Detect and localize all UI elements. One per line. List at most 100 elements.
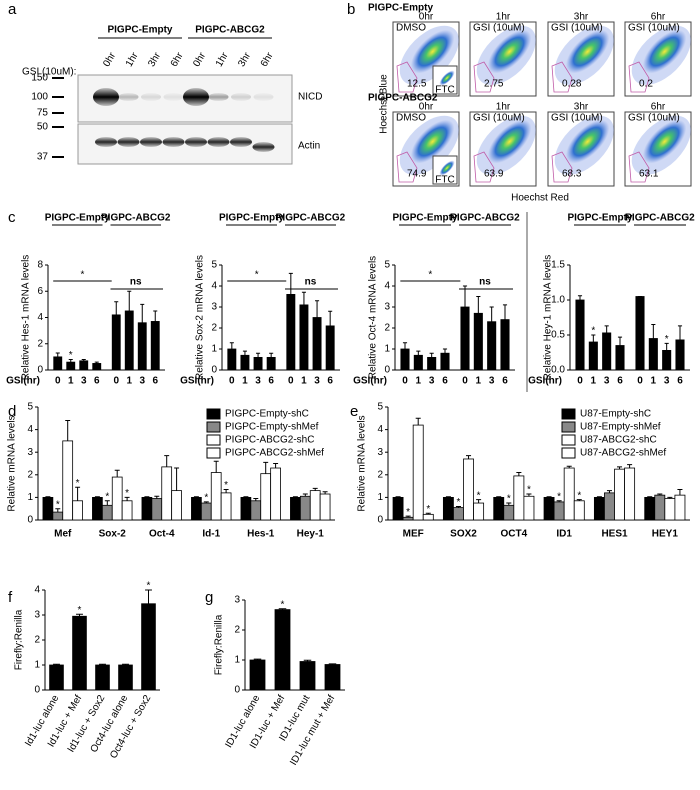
band [118,93,139,101]
x-tick-label: 0 [55,376,61,387]
bar [563,467,575,521]
y-tick-label: 0 [27,515,33,526]
panel-label: g [205,589,213,606]
bar [473,312,483,371]
time-label: 0hr [419,12,434,23]
bar [422,513,434,521]
group-header: PIGPC-ABCG2 [450,213,520,224]
panel-label: a [8,1,17,18]
bar [124,310,134,371]
significance-star: * [591,326,595,337]
bar [250,500,262,521]
error-bar [664,342,669,351]
gate [628,61,650,93]
y-tick-label: 5 [27,402,33,413]
y-tick-label: 1 [211,344,217,355]
bar [674,494,686,521]
bar [290,496,301,521]
x-tick-label: Oct-4 [149,529,175,540]
x-tick-label: 3 [314,376,320,387]
gate-value: 0.2 [639,79,653,90]
band [230,137,252,147]
x-tick-label: HEY1 [652,529,679,540]
bar [602,332,612,371]
error-bar [114,469,120,478]
x-tick-label: 3 [429,376,435,387]
error-bar [203,501,209,504]
error-bar [94,361,99,364]
x-tick-label: 1 [68,376,74,387]
cloud [565,29,610,74]
error-bar [455,505,461,508]
error-bar [302,493,308,497]
error-bar [489,306,494,322]
bar [644,496,656,521]
gate-value: 0.28 [562,79,582,90]
legend-swatch [561,434,576,446]
row-title: PIGPC-ABCG2 [368,93,438,104]
bar [118,664,133,691]
marker-label: 50 [37,122,49,133]
bar [487,321,497,371]
bar [92,496,103,521]
error-bar [55,508,61,513]
treatment: GSI (10uM) [551,23,603,34]
lane-label: 3hr [236,50,253,69]
error-bar [546,496,552,498]
legend-label: U87-Empty-shC [580,409,651,420]
x-tick-label: 6 [152,376,158,387]
error-bar [405,515,411,518]
x-tick-label: 6 [268,376,274,387]
error-bar [153,310,158,322]
bar [200,502,212,521]
bar [141,496,153,521]
cloud [439,160,455,176]
y-tick-label: 0 [384,365,390,376]
bar [240,354,250,371]
error-bar [301,291,306,305]
significance-star: * [125,488,129,499]
bar [463,458,474,521]
bar [249,659,266,691]
significance: ns [479,277,491,288]
legend-label: U87-ABCG2-shC [580,435,657,446]
error-bar [657,493,663,496]
bar [121,500,133,521]
x-tick-label: 1 [242,376,248,387]
error-bar [322,491,328,495]
band-label: NICD [298,92,322,103]
group-header: PIGPC-Empty [45,213,110,224]
gate-value: 63.1 [639,169,659,180]
bar [299,495,311,521]
error-bar [223,488,229,493]
error-bar [145,589,152,604]
gate-value: 2.75 [484,79,504,90]
band [163,93,184,101]
error-bar [253,498,259,501]
error-bar [617,336,623,346]
error-bar [144,496,150,498]
error-bar [303,659,312,662]
x-tick-label: 0 [637,376,643,387]
lane-label: 3hr [146,50,163,69]
band [252,142,275,152]
significance: ns [130,277,142,288]
bar [325,325,335,371]
significance-star: * [147,581,151,592]
x-tick-label: 0 [402,376,408,387]
treatment: GSI (10uM) [551,113,603,124]
error-bar [122,663,129,665]
bar [299,661,316,691]
gate [396,151,418,183]
bar [240,496,252,521]
bar [42,496,54,521]
bar [137,322,147,371]
x-tick-label: ID1 [556,529,572,540]
panel-label: b [347,1,355,18]
band [183,88,209,106]
error-bar [476,499,482,504]
bar [473,502,485,521]
error-bar [516,472,522,476]
bar [573,500,585,521]
significance-star: * [76,478,80,489]
